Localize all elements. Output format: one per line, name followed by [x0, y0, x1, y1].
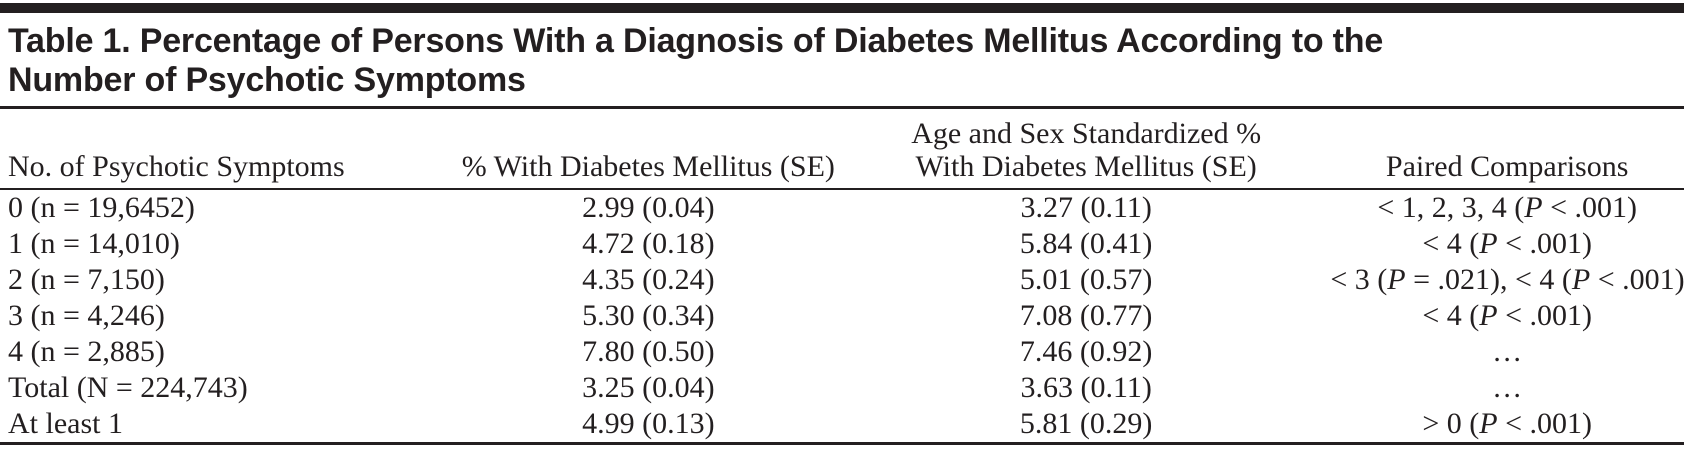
table-cell: 1 (n = 14,010) [8, 227, 180, 260]
table-cell: … [1492, 335, 1523, 368]
data-table: No. of Psychotic Symptoms% With Diabetes… [0, 109, 1684, 445]
table-cell: … [1492, 371, 1523, 404]
table-row: 2 (n = 7,150) 4.35 (0.24) 5.01 (0.57) < 3 (… [0, 262, 1684, 298]
table-cell: 2 (n = 7,150) [8, 263, 165, 296]
table-cell: 4.99 (0.13) [582, 407, 715, 440]
table-row: At least 1 4.99 (0.13) 5.81 (0.29) > 0 (P <… [0, 406, 1684, 444]
table-cell: < 3 (P = .021), < 4 (P < .001) [1330, 263, 1684, 296]
table-cell: 4.72 (0.18) [582, 227, 715, 260]
table-cell: 4.35 (0.24) [582, 263, 715, 296]
table-cell: > 0 (P < .001) [1422, 407, 1592, 440]
top-rule-bar [0, 3, 1684, 13]
table-cell: 4 (n = 2,885) [8, 335, 165, 368]
column-header-2: % With Diabetes Mellitus (SE) [454, 109, 842, 190]
column-header-4: Paired Comparisons [1330, 109, 1684, 190]
table-cell: < 1, 2, 3, 4 (P < .001) [1377, 191, 1637, 224]
table-cell: 5.84 (0.41) [1019, 227, 1153, 260]
table-cell: < 4 (P < .001) [1422, 299, 1592, 332]
table-header-row: No. of Psychotic Symptoms% With Diabetes… [0, 109, 1684, 190]
table-cell: 3.63 (0.11) [1020, 371, 1152, 404]
table-cell: 7.80 (0.50) [582, 335, 715, 368]
table-cell: 5.81 (0.29) [1019, 407, 1153, 440]
table-cell: Total (N = 224,743) [8, 371, 248, 404]
table-cell: 7.46 (0.92) [1019, 335, 1153, 368]
table-cell: 5.30 (0.34) [582, 299, 715, 332]
table-cell: 2.99 (0.04) [582, 191, 715, 224]
table-cell: At least 1 [8, 407, 123, 440]
table-title: Table 1. Percentage of Persons With a Di… [8, 22, 1384, 99]
table-cell: 3.25 (0.04) [582, 371, 715, 404]
table-body: 0 (n = 19,6452) 2.99 (0.04) 3.27 (0.11) < 1… [0, 189, 1684, 444]
table-row: 3 (n = 4,246) 5.30 (0.34) 7.08 (0.77) < 4 (… [0, 298, 1684, 334]
table-cell: 0 (n = 19,6452) [8, 191, 195, 224]
column-header-3: Age and Sex Standardized % With Diabetes … [841, 109, 1331, 190]
table-row: 1 (n = 14,010) 4.72 (0.18) 5.84 (0.41) < 4 … [0, 226, 1684, 262]
table-row: 4 (n = 2,885) 7.80 (0.50) 7.46 (0.92) … [0, 334, 1684, 370]
table-row: 0 (n = 19,6452) 2.99 (0.04) 3.27 (0.11) < 1… [0, 189, 1684, 226]
table-cell: 5.01 (0.57) [1019, 263, 1153, 296]
table-cell: 3.27 (0.11) [1020, 191, 1152, 224]
table-cell: < 4 (P < .001) [1422, 227, 1592, 260]
table-cell: 3 (n = 4,246) [8, 299, 165, 332]
table-row: Total (N = 224,743) 3.25 (0.04) 3.63 (0.11… [0, 370, 1684, 406]
title-divider [0, 106, 1684, 109]
column-header-1: No. of Psychotic Symptoms [0, 109, 455, 190]
table-cell: 7.08 (0.77) [1019, 299, 1153, 332]
